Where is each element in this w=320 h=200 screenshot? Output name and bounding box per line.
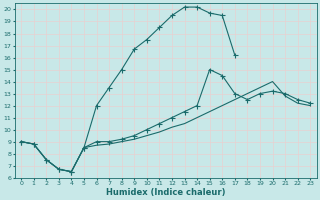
X-axis label: Humidex (Indice chaleur): Humidex (Indice chaleur) xyxy=(106,188,225,197)
